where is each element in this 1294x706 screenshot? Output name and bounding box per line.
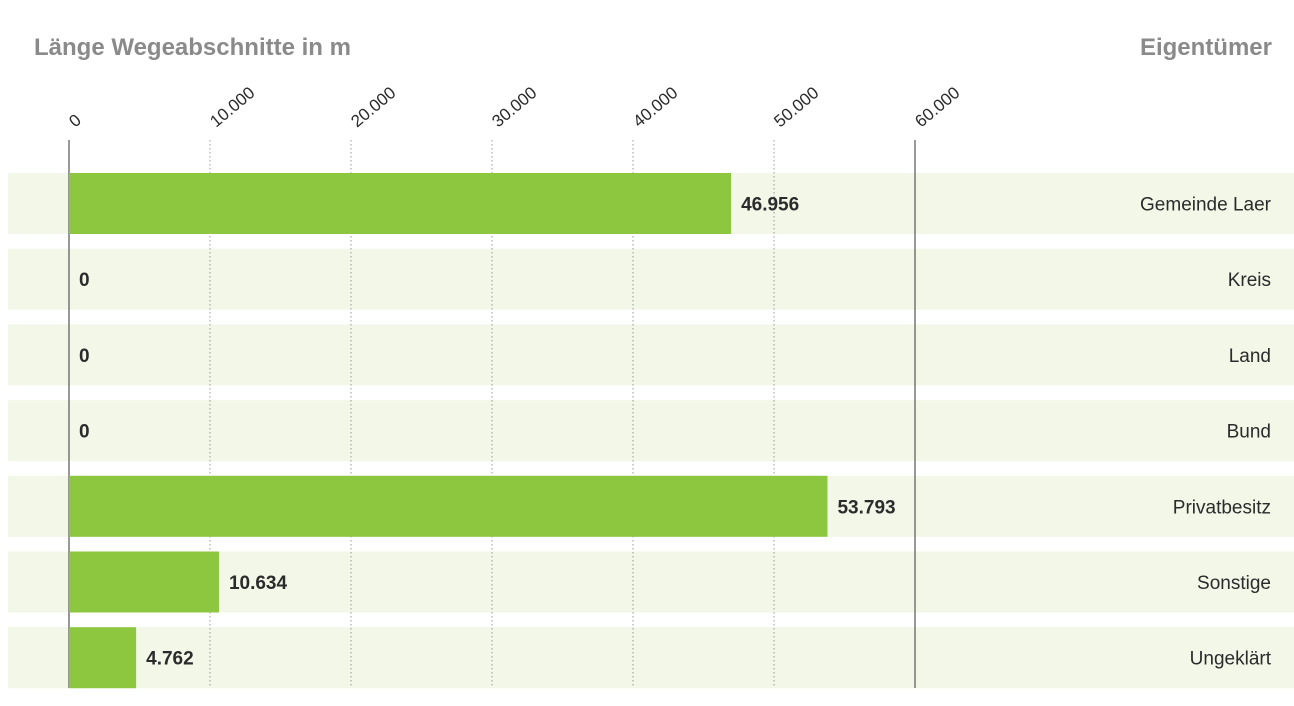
bar	[69, 551, 219, 613]
category-label: Privatbesitz	[1173, 497, 1271, 518]
row-band	[8, 627, 1294, 689]
value-label: 53.793	[837, 497, 895, 518]
value-label: 0	[79, 346, 90, 367]
value-label: 0	[79, 422, 90, 443]
category-label: Land	[1229, 346, 1271, 367]
category-label: Sonstige	[1197, 573, 1271, 594]
x-axis-title: Länge Wegeabschnitte in m	[34, 34, 351, 61]
row-band	[8, 400, 1294, 462]
bar	[69, 173, 732, 234]
category-label: Kreis	[1228, 270, 1271, 291]
value-label: 0	[79, 270, 90, 291]
row-band	[8, 324, 1294, 386]
category-label: Bund	[1227, 422, 1271, 443]
row-bands	[8, 173, 1294, 689]
category-label: Gemeinde Laer	[1140, 195, 1272, 216]
category-labels: Gemeinde Laer Kreis Land Bund Privatbesitz So…	[1140, 195, 1272, 670]
bar	[69, 475, 828, 537]
bar	[69, 627, 137, 689]
value-labels: 46.956 0 0 0 53.793 10.634 4.762	[79, 195, 896, 670]
value-label: 4.762	[146, 649, 194, 670]
value-label: 46.956	[741, 195, 799, 216]
value-label: 10.634	[229, 573, 288, 594]
row-band	[8, 248, 1294, 310]
bars	[69, 173, 828, 689]
category-label: Ungeklärt	[1190, 649, 1272, 670]
row-band	[8, 551, 1294, 613]
y-axis-title: Eigentümer	[1140, 34, 1272, 61]
